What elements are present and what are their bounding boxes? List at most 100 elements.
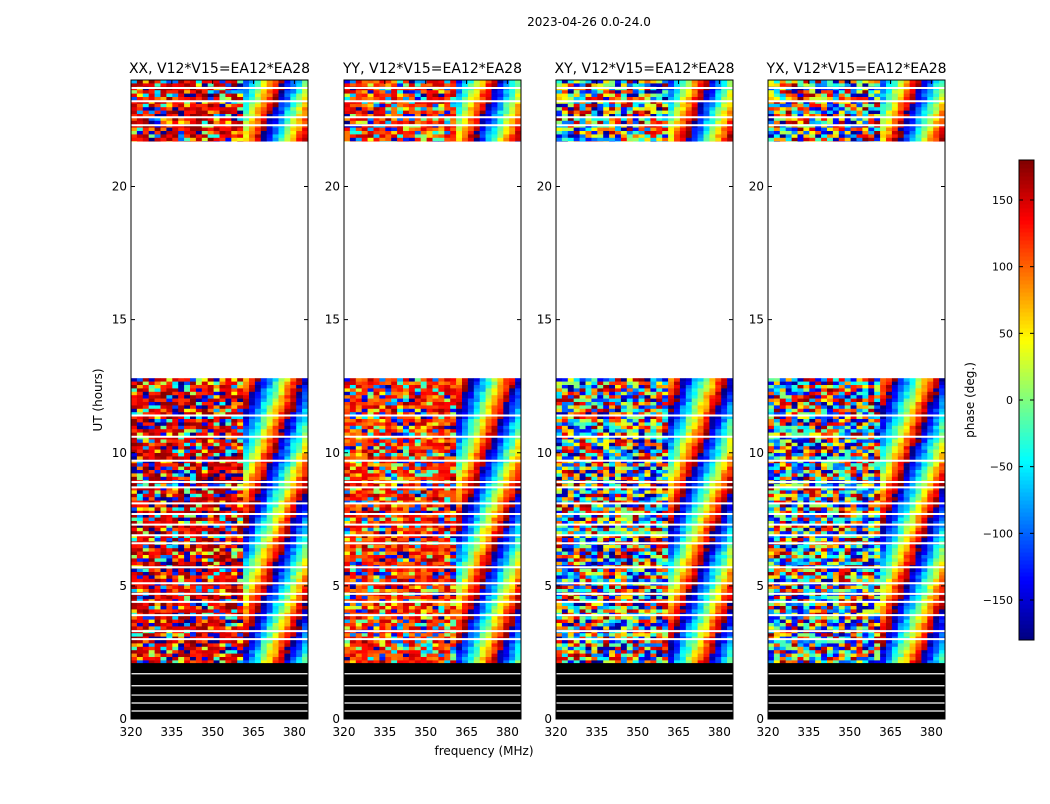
phase-cell xyxy=(149,497,155,501)
phase-cell xyxy=(391,111,397,115)
phase-cell xyxy=(161,518,167,522)
phase-cell xyxy=(391,409,397,413)
phase-cell xyxy=(409,429,415,433)
phase-cell xyxy=(296,552,302,556)
phase-cell xyxy=(202,490,208,494)
phase-cell xyxy=(225,429,231,433)
phase-cell xyxy=(214,426,220,430)
phase-cell xyxy=(433,470,439,474)
phase-cell xyxy=(249,429,255,433)
phase-cell xyxy=(261,405,267,409)
phase-cell xyxy=(474,422,480,426)
phase-cell xyxy=(243,422,249,426)
phase-cell xyxy=(143,399,149,403)
phase-cell xyxy=(243,623,249,627)
phase-cell xyxy=(509,497,515,501)
phase-cell xyxy=(350,443,356,447)
phase-cell xyxy=(492,385,498,389)
phase-cell xyxy=(362,378,368,382)
phase-cell xyxy=(161,654,167,658)
phase-cell xyxy=(131,80,137,84)
phase-cell xyxy=(267,504,273,508)
phase-cell xyxy=(208,507,214,511)
phase-cell xyxy=(450,83,456,87)
phase-cell xyxy=(284,378,290,382)
phase-cell xyxy=(503,395,509,399)
phase-cell xyxy=(362,470,368,474)
phase-cell xyxy=(214,467,220,471)
phase-cell xyxy=(368,388,374,392)
phase-cell xyxy=(368,467,374,471)
phase-cell xyxy=(208,382,214,386)
phase-cell xyxy=(350,138,356,142)
phase-cell xyxy=(261,477,267,481)
phase-cell xyxy=(149,606,155,610)
phase-cell xyxy=(155,579,161,583)
phase-cell xyxy=(137,121,143,125)
phase-cell xyxy=(350,395,356,399)
phase-cell xyxy=(237,555,243,559)
phase-cell xyxy=(255,399,261,403)
phase-cell xyxy=(509,446,515,450)
phase-cell xyxy=(149,463,155,467)
phase-cell xyxy=(220,569,226,573)
phase-cell xyxy=(214,433,220,437)
phase-cell xyxy=(492,494,498,498)
phase-cell xyxy=(166,660,172,663)
phase-cell xyxy=(356,402,362,406)
phase-cell xyxy=(208,378,214,382)
phase-cell xyxy=(137,405,143,409)
phase-cell xyxy=(344,433,350,437)
phase-cell xyxy=(296,490,302,494)
phase-cell xyxy=(155,402,161,406)
phase-cell xyxy=(273,433,279,437)
phase-cell xyxy=(249,596,255,600)
phase-cell xyxy=(433,128,439,132)
phase-cell xyxy=(261,392,267,396)
phase-cell xyxy=(143,97,149,101)
phase-cell xyxy=(249,490,255,494)
phase-cell xyxy=(509,443,515,447)
phase-cell xyxy=(255,473,261,477)
phase-cell xyxy=(178,586,184,590)
phase-cell xyxy=(474,121,480,125)
phase-cell xyxy=(131,494,137,498)
phase-cell xyxy=(468,395,474,399)
phase-cell xyxy=(172,603,178,607)
phase-cell xyxy=(255,382,261,386)
phase-cell xyxy=(231,392,237,396)
phase-cell xyxy=(492,94,498,98)
phase-cell xyxy=(374,395,380,399)
phase-cell xyxy=(279,138,285,142)
phase-cell xyxy=(468,443,474,447)
phase-cell xyxy=(290,439,296,443)
phase-cell xyxy=(356,395,362,399)
phase-cell xyxy=(166,392,172,396)
phase-cell xyxy=(202,555,208,559)
phase-cell xyxy=(143,647,149,651)
phase-cell xyxy=(438,111,444,115)
phase-cell xyxy=(261,382,267,386)
phase-cell xyxy=(243,138,249,142)
phase-cell xyxy=(220,647,226,651)
phase-cell xyxy=(302,426,308,430)
phase-cell xyxy=(296,90,302,94)
phase-cell xyxy=(166,429,172,433)
phase-cell xyxy=(137,657,143,661)
phase-cell xyxy=(155,422,161,426)
phase-cell xyxy=(178,104,184,108)
phase-cell xyxy=(391,402,397,406)
phase-cell xyxy=(249,433,255,437)
phase-cell xyxy=(178,121,184,125)
phase-cell xyxy=(450,409,456,413)
phase-cell xyxy=(444,94,450,98)
phase-cell xyxy=(403,382,409,386)
phase-cell xyxy=(143,660,149,663)
phase-cell xyxy=(184,433,190,437)
phase-cell xyxy=(444,439,450,443)
phase-cell xyxy=(468,104,474,108)
phase-cell xyxy=(379,429,385,433)
phase-cell xyxy=(509,111,515,115)
phase-cell xyxy=(379,392,385,396)
phase-cell xyxy=(131,97,137,101)
